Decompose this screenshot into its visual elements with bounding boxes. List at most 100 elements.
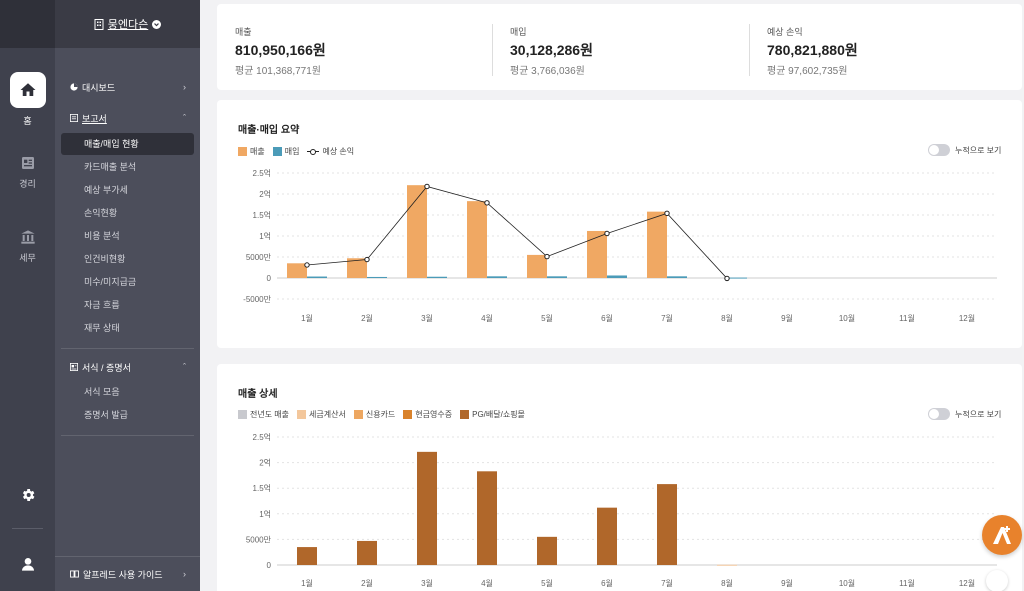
legend-label: 신용카드 <box>365 410 396 419</box>
detail-chart-card: 매출 상세 전년도 매출 세금계산서 신용카드 현금영수증 PG/배달/쇼핑몰 … <box>217 364 1022 591</box>
stat-label: 매출 <box>235 27 252 37</box>
nav-divider <box>61 348 194 349</box>
bar <box>347 258 367 278</box>
x-tick-label: 6월 <box>601 578 613 588</box>
toggle-switch[interactable] <box>928 408 950 420</box>
nav-reports[interactable]: 보고서 ˆ <box>55 108 200 128</box>
stat-average: 평균 101,368,771원 <box>235 66 321 77</box>
bar <box>427 276 447 278</box>
nav-profit-loss[interactable]: 손익현황 <box>84 208 118 218</box>
bar <box>537 536 557 565</box>
toggle-label: 누적으로 보기 <box>955 409 1002 419</box>
nav-dashboard-label: 대시보드 <box>82 82 116 93</box>
x-tick-label: 11월 <box>899 313 915 323</box>
legend-label: 현금영수증 <box>415 410 453 419</box>
nav-dashboard[interactable]: 대시보드 › <box>55 77 200 97</box>
nav-card-sales[interactable]: 카드매출 분석 <box>84 162 137 172</box>
x-tick-label: 3월 <box>421 578 433 588</box>
gear-icon <box>0 487 55 503</box>
rail-header <box>0 0 55 48</box>
rail-item-home[interactable]: 홈 <box>0 72 55 127</box>
nav-forms-label: 서식 / 증명서 <box>82 362 131 373</box>
legend-swatch <box>297 410 307 419</box>
bar <box>647 211 667 278</box>
summary-chart-card: 매출·매입 요약 매출 매입 예상 손익 누적으로 보기 -5000만 0 5000… <box>217 100 1022 348</box>
stats-card: 매출 810,950,166원 평균 101,368,771원 매입 30,12… <box>217 4 1022 90</box>
legend-item-purchase[interactable]: 매입 <box>272 146 299 157</box>
x-tick-label: 5월 <box>541 578 553 588</box>
nav-user-guide[interactable]: 알프레드 사용 가이드 › <box>55 556 200 591</box>
legend-swatch <box>353 410 363 419</box>
nav-cash-flow[interactable]: 자금 흐름 <box>84 300 120 310</box>
stat-divider <box>492 24 493 76</box>
stat-label: 매입 <box>510 27 527 37</box>
legend-line-marker <box>307 147 320 156</box>
bar <box>417 451 437 565</box>
legend-item-prev-year[interactable]: 전년도 매출 <box>238 409 289 420</box>
bar <box>467 201 487 278</box>
y-tick-label: -5000만 <box>243 295 271 304</box>
rail-item-tax[interactable]: 세무 <box>0 229 55 264</box>
brand-selector[interactable]: 뭉엔다슨 <box>55 0 200 48</box>
stat-value: 30,128,286원 <box>510 42 593 58</box>
detail-cumulative-toggle[interactable]: 누적으로 보기 <box>928 408 1001 420</box>
x-tick-label: 7월 <box>661 578 673 588</box>
nav-reports-label: 보고서 <box>82 113 107 124</box>
bar <box>527 254 547 278</box>
nav-certificate-issue[interactable]: 증명서 발급 <box>84 410 128 420</box>
x-tick-label: 4월 <box>481 578 493 588</box>
settings-button[interactable] <box>0 487 55 503</box>
legend-item-cash-receipt[interactable]: 현금영수증 <box>403 409 452 420</box>
line-point <box>424 183 430 190</box>
profile-button[interactable] <box>0 556 55 572</box>
nav-forms[interactable]: 서식 / 증명서 ˆ <box>55 357 200 377</box>
legend-swatch <box>460 410 470 419</box>
y-tick-label: 2.5억 <box>253 432 271 442</box>
y-tick-label: 1.5억 <box>253 210 271 220</box>
detail-chart-title: 매출 상세 <box>238 389 278 400</box>
x-tick-label: 12월 <box>959 313 975 323</box>
x-tick-label: 12월 <box>959 578 975 588</box>
nav-financial-status[interactable]: 재무 상태 <box>84 323 120 333</box>
nav-form-collection[interactable]: 서식 모음 <box>84 387 120 397</box>
bar <box>487 276 507 278</box>
bar <box>477 471 497 565</box>
summary-chart-title: 매출·매입 요약 <box>238 125 300 136</box>
bar <box>717 564 737 566</box>
y-tick-label: 1억 <box>259 231 271 241</box>
bar <box>357 540 377 565</box>
detail-legend: 전년도 매출 세금계산서 신용카드 현금영수증 PG/배달/쇼핑몰 <box>238 409 533 420</box>
legend-label: 세금계산서 <box>309 410 346 419</box>
bar <box>297 547 317 565</box>
legend-item-sales[interactable]: 매출 <box>238 146 265 157</box>
bar <box>657 484 677 565</box>
summary-cumulative-toggle[interactable]: 누적으로 보기 <box>928 144 1001 156</box>
building-icon <box>94 18 104 30</box>
ledger-icon <box>0 155 55 171</box>
ai-assistant-button[interactable] <box>982 515 1022 555</box>
toggle-switch[interactable] <box>928 144 950 156</box>
nav-sales-purchase[interactable]: 매출/매입 현황 <box>61 133 194 155</box>
line-point <box>724 275 730 282</box>
legend-item-profit[interactable]: 예상 손익 <box>307 146 354 157</box>
x-tick-label: 9월 <box>781 313 793 323</box>
bar <box>587 230 607 278</box>
rail-label-ledger: 경리 <box>19 179 36 189</box>
nav-expense-analysis[interactable]: 비용 분석 <box>84 231 120 241</box>
x-tick-label: 1월 <box>301 313 313 323</box>
nav-labor-cost[interactable]: 인건비현황 <box>84 254 126 264</box>
y-tick-label: 2억 <box>259 458 271 468</box>
scroll-button[interactable] <box>986 570 1008 591</box>
nav-receivables[interactable]: 미수/미지급금 <box>84 277 137 287</box>
nav-user-guide-label: 알프레드 사용 가이드 <box>83 569 163 580</box>
legend-item-tax-invoice[interactable]: 세금계산서 <box>297 409 346 420</box>
nav-expected-vat[interactable]: 예상 부가세 <box>84 185 128 195</box>
home-icon <box>9 72 46 108</box>
rail-item-ledger[interactable]: 경리 <box>0 155 55 190</box>
summary-chart: -5000만 0 5000만 1억 1.5억 2억 2.5억 1월 2월 3월 4월 5월 6월 7월 8월… <box>243 168 997 323</box>
legend-item-credit-card[interactable]: 신용카드 <box>353 409 396 420</box>
bar <box>367 276 387 278</box>
y-tick-label: 5000만 <box>246 253 272 262</box>
stat-average: 평균 3,766,036원 <box>510 66 585 77</box>
legend-item-pg[interactable]: PG/배달/쇼핑몰 <box>460 409 525 420</box>
